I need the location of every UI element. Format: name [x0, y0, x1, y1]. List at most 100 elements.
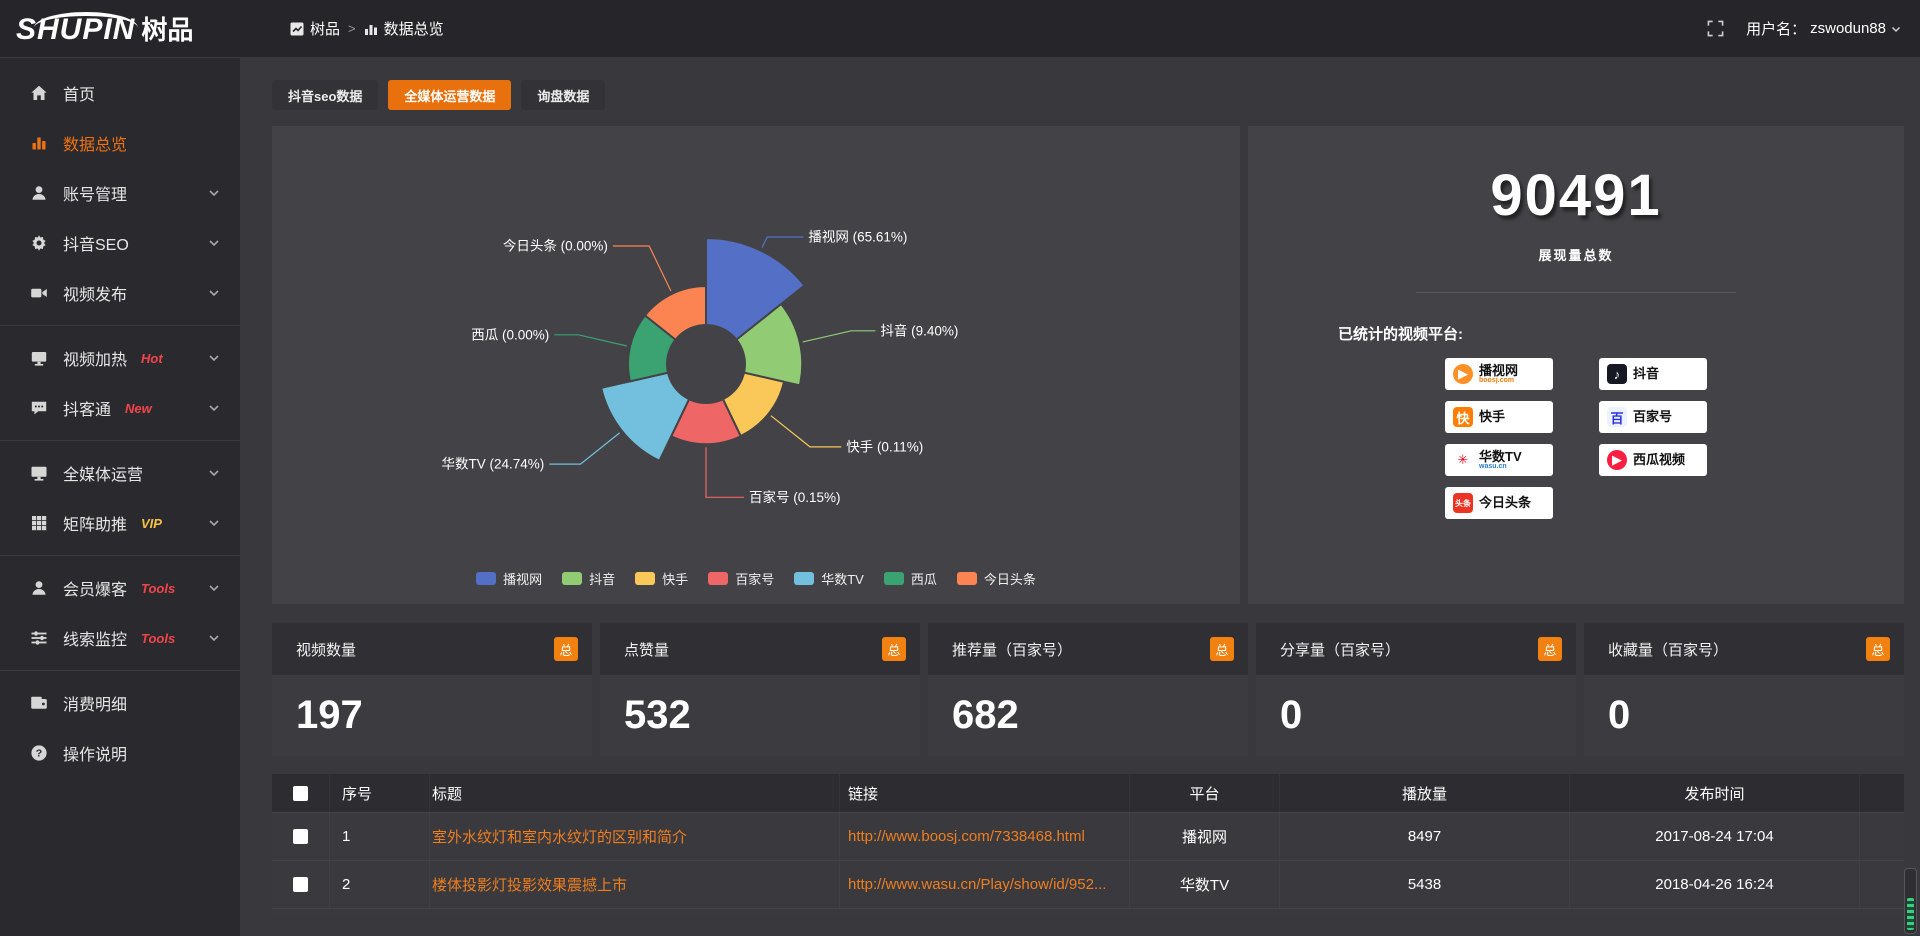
main-content: 抖音seo数据 全媒体运营数据 询盘数据 播视网 (65.61%) 抖音 (9.40%… — [240, 58, 1920, 936]
pie-label-line-5 — [554, 334, 628, 347]
platforms-label: 已统计的视频平台: — [1338, 326, 1463, 343]
pie-label-line-6 — [612, 245, 672, 292]
scrollbar-stripes — [1907, 898, 1914, 930]
breadcrumb-separator: > — [348, 21, 356, 36]
logo-arc — [34, 12, 138, 28]
svg-text:?: ? — [36, 748, 42, 760]
table-row-1: 2 楼体投影灯投影效果震撼上市 http://www.wasu.cn/Play/… — [272, 860, 1904, 908]
sidebar-badge-member-burst: Tools — [141, 580, 176, 596]
legend-label: 西瓜 — [910, 572, 937, 587]
chevron-down-icon — [208, 287, 220, 299]
sidebar-item-operation-guide[interactable]: ? 操作说明 — [0, 728, 240, 778]
cell-time: 2017-08-24 17:04 — [1570, 813, 1860, 860]
grid-icon — [30, 514, 48, 532]
chevron-down-icon — [208, 582, 220, 594]
platform-name: 快手 — [1479, 409, 1506, 425]
chevron-down-icon — [208, 187, 220, 199]
sidebar-badge-video-heat: Hot — [141, 350, 163, 366]
sidebar-item-video-heat[interactable]: 视频加热 Hot — [0, 333, 240, 383]
scrollbar-thumb[interactable] — [1904, 868, 1917, 934]
legend-item-5[interactable]: 西瓜 — [883, 569, 937, 588]
chart-legend: 播视网 抖音 快手 百家号 华数TV 西瓜 今日头条 — [272, 569, 1240, 588]
chevron-down-icon — [1891, 26, 1901, 32]
total-badge[interactable]: 总 — [882, 637, 906, 661]
cell-url-link[interactable]: http://www.wasu.cn/Play/show/id/952... — [840, 861, 1130, 908]
kuaishou-logo-icon: 快 — [1453, 407, 1473, 427]
total-badge[interactable]: 总 — [1210, 637, 1234, 661]
legend-item-1[interactable]: 抖音 — [562, 569, 615, 588]
sidebar-item-label: 数据总览 — [63, 137, 128, 154]
cell-time: 2018-04-26 16:24 — [1570, 861, 1860, 908]
row-checkbox[interactable] — [293, 877, 308, 892]
sidebar-item-data-overview[interactable]: 数据总览 — [0, 118, 240, 168]
legend-item-4[interactable]: 华数TV — [794, 569, 864, 588]
sidebar-item-label: 线索监控 — [63, 632, 128, 649]
chat-icon — [30, 399, 48, 417]
sidebar-divider — [0, 440, 240, 441]
cell-platform: 华数TV — [1130, 861, 1280, 908]
home-icon — [30, 84, 48, 102]
col-header-title: 标题 — [430, 774, 840, 812]
platform-badge-boosj: ▶ 播视网 boosj.com — [1445, 358, 1553, 390]
total-badge[interactable]: 总 — [1866, 637, 1890, 661]
total-badge[interactable]: 总 — [554, 637, 578, 661]
baijiahao-logo-icon: 百 — [1607, 407, 1627, 427]
row-checkbox[interactable] — [293, 829, 308, 844]
sidebar-divider — [0, 555, 240, 556]
sidebar-item-consumption-detail[interactable]: 消费明细 — [0, 678, 240, 728]
legend-item-0[interactable]: 播视网 — [476, 569, 542, 588]
cell-title-link[interactable]: 楼体投影灯投影效果震撼上市 — [430, 861, 840, 908]
sidebar-item-video-publish[interactable]: 视频发布 — [0, 268, 240, 318]
tab-media-operation-data[interactable]: 全媒体运营数据 — [388, 80, 512, 110]
platform-name: 今日头条 — [1479, 495, 1532, 511]
total-badge[interactable]: 总 — [1538, 637, 1562, 661]
pie-label-1: 抖音 (9.40%) — [880, 322, 958, 338]
pie-label-line-2 — [770, 415, 842, 448]
cell-plays: 5438 — [1280, 861, 1570, 908]
pie-label-3: 百家号 (0.15%) — [749, 489, 841, 505]
tab-douyin-seo-data[interactable]: 抖音seo数据 — [272, 80, 379, 110]
chart-icon — [30, 134, 48, 152]
legend-item-6[interactable]: 今日头条 — [956, 569, 1036, 588]
cell-title-link[interactable]: 室外水纹灯和室内水纹灯的区别和简介 — [430, 813, 840, 860]
pie-label-0: 播视网 (65.61%) — [808, 230, 907, 245]
table-header-row: 序号 标题 链接 平台 播放量 发布时间 — [272, 774, 1904, 812]
pie-slice-3[interactable] — [670, 363, 742, 446]
col-header-link: 链接 — [840, 774, 1130, 812]
chevron-down-icon — [208, 352, 220, 364]
sidebar-item-douyin-seo[interactable]: 抖音SEO — [0, 218, 240, 268]
platform-name: 播视网 — [1479, 362, 1519, 378]
sidebar-item-media-operation[interactable]: 全媒体运营 — [0, 448, 240, 498]
sidebar-item-matrix-boost[interactable]: 矩阵助推 VIP — [0, 498, 240, 548]
sidebar-badge-douketong: New — [125, 400, 152, 416]
stat-card-4: 收藏量（百家号） 总 0 — [1584, 623, 1904, 756]
sidebar-item-member-burst[interactable]: 会员爆客 Tools — [0, 563, 240, 613]
sidebar-badge-matrix-boost: VIP — [141, 515, 162, 531]
fullscreen-icon[interactable] — [1707, 20, 1724, 37]
platform-badge-toutiao: 头条 今日头条 — [1445, 487, 1553, 519]
legend-item-2[interactable]: 快手 — [635, 569, 688, 588]
stat-card-value: 0 — [1280, 693, 1303, 737]
cell-url-link[interactable]: http://www.boosj.com/7338468.html — [840, 813, 1130, 860]
tab-inquiry-data[interactable]: 询盘数据 — [521, 80, 606, 110]
select-all-checkbox[interactable] — [293, 785, 308, 801]
stat-card-title: 收藏量（百家号） — [1608, 641, 1729, 659]
help-icon: ? — [30, 744, 48, 762]
sidebar-item-home[interactable]: 首页 — [0, 68, 240, 118]
summary-panel: 90491 展现量总数 已统计的视频平台: ▶ 播视网 boosj.com 快 快… — [1248, 126, 1904, 604]
chevron-down-icon — [208, 467, 220, 479]
pie-label-line-4 — [549, 432, 620, 465]
platform-badge-douyin: ♪ 抖音 — [1599, 358, 1707, 390]
breadcrumb-item-current[interactable]: 数据总览 — [364, 18, 444, 39]
col-header-time: 发布时间 — [1570, 774, 1860, 812]
sidebar-item-account-manage[interactable]: 账号管理 — [0, 168, 240, 218]
user-menu[interactable]: 用户名： zswodun88 — [1746, 18, 1902, 39]
stat-card-2: 推荐量（百家号） 总 682 — [928, 623, 1248, 756]
sidebar-item-clue-monitor[interactable]: 线索监控 Tools — [0, 613, 240, 663]
platform-badge-xigua: ▶ 西瓜视频 — [1599, 444, 1707, 476]
breadcrumb-item-home[interactable]: 树品 — [290, 18, 340, 39]
stat-card-value: 682 — [952, 693, 1019, 737]
sidebar-item-douketong[interactable]: 抖客通 New — [0, 383, 240, 433]
legend-item-3[interactable]: 百家号 — [708, 569, 774, 588]
dashboard-icon — [290, 22, 304, 36]
